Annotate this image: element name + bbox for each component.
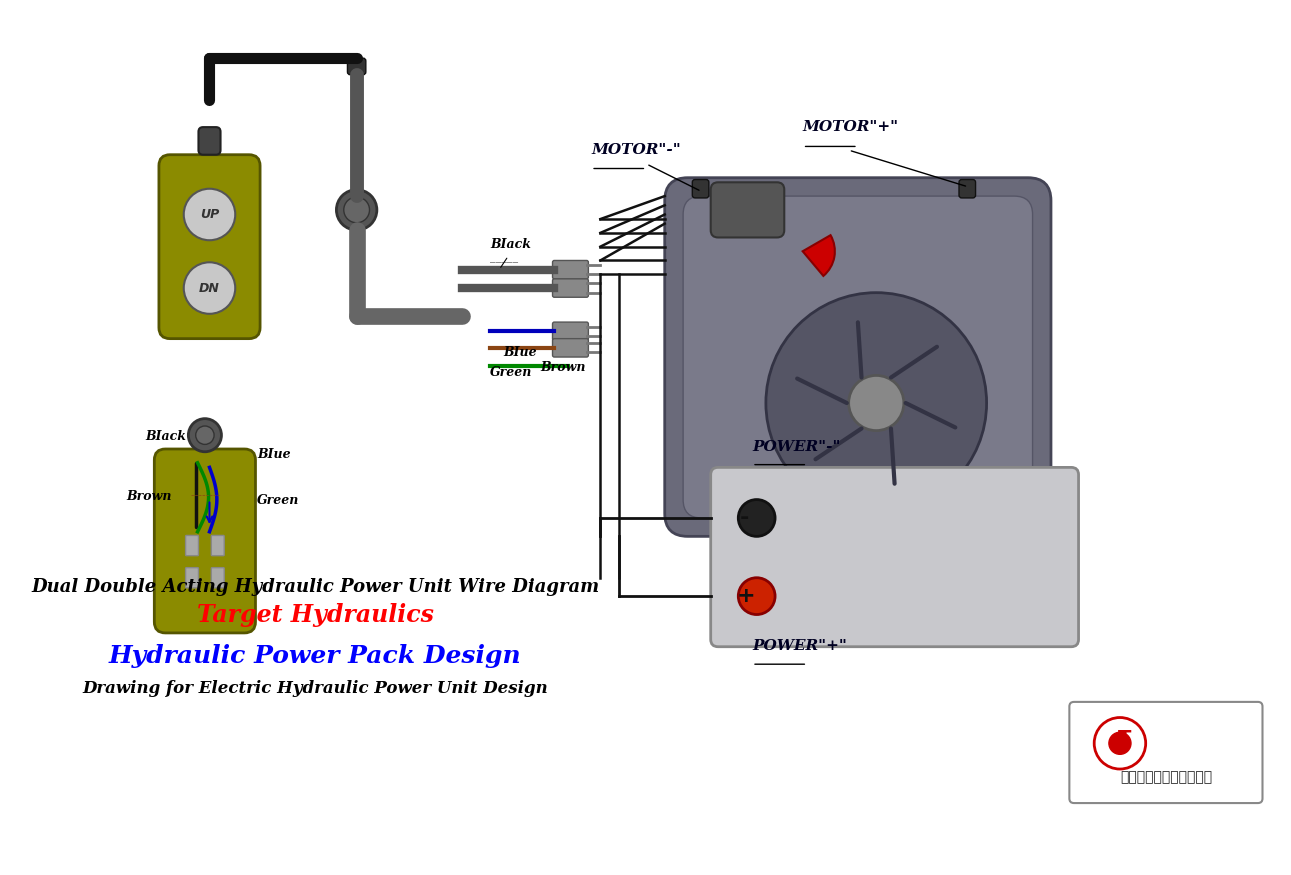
Text: POWER"+": POWER"+" <box>753 639 847 653</box>
FancyBboxPatch shape <box>711 467 1078 647</box>
Text: Hydraulic Power Pack Design: Hydraulic Power Pack Design <box>108 644 522 668</box>
Circle shape <box>1109 732 1131 754</box>
FancyBboxPatch shape <box>186 536 199 556</box>
FancyBboxPatch shape <box>1069 702 1263 803</box>
Circle shape <box>1095 718 1145 769</box>
FancyBboxPatch shape <box>155 449 256 633</box>
Circle shape <box>738 578 775 614</box>
Wedge shape <box>803 235 835 276</box>
FancyBboxPatch shape <box>553 261 589 279</box>
Circle shape <box>183 262 235 314</box>
Text: UP: UP <box>200 208 219 221</box>
Text: Dual Double Acting Hydraulic Power Unit Wire Diagram: Dual Double Acting Hydraulic Power Unit … <box>31 578 599 596</box>
FancyBboxPatch shape <box>212 536 225 556</box>
Circle shape <box>196 426 214 444</box>
Text: MOTOR"+": MOTOR"+" <box>803 121 899 135</box>
Text: -: - <box>740 508 750 528</box>
FancyBboxPatch shape <box>553 322 589 340</box>
FancyBboxPatch shape <box>186 568 199 588</box>
FancyBboxPatch shape <box>683 196 1033 518</box>
Text: POWER"-": POWER"-" <box>753 439 840 453</box>
Text: BIue: BIue <box>257 448 290 461</box>
Text: Drawing for Electric Hydraulic Power Unit Design: Drawing for Electric Hydraulic Power Uni… <box>83 680 549 696</box>
FancyBboxPatch shape <box>711 182 784 237</box>
Circle shape <box>963 486 991 514</box>
FancyBboxPatch shape <box>347 58 365 74</box>
FancyBboxPatch shape <box>553 339 589 357</box>
Circle shape <box>337 190 377 230</box>
Text: MOTOR"-": MOTOR"-" <box>591 143 680 157</box>
Text: BIue: BIue <box>503 346 537 359</box>
FancyBboxPatch shape <box>665 178 1051 536</box>
FancyBboxPatch shape <box>212 568 225 588</box>
FancyBboxPatch shape <box>959 179 976 198</box>
Text: 宁波层吉特液压有限公司: 宁波层吉特液压有限公司 <box>1119 770 1212 784</box>
Circle shape <box>343 197 369 223</box>
Text: Green: Green <box>257 494 300 507</box>
Circle shape <box>766 292 986 514</box>
Text: BIack: BIack <box>145 430 186 443</box>
Text: Green: Green <box>491 366 532 379</box>
Circle shape <box>738 500 775 536</box>
Circle shape <box>724 486 753 514</box>
Text: Brown: Brown <box>541 360 586 374</box>
Text: BIack: BIack <box>491 238 531 251</box>
Text: T: T <box>1118 729 1131 748</box>
FancyBboxPatch shape <box>553 279 589 298</box>
FancyBboxPatch shape <box>692 179 709 198</box>
Text: Brown: Brown <box>127 490 172 502</box>
Text: DN: DN <box>199 282 219 295</box>
Circle shape <box>183 189 235 241</box>
FancyBboxPatch shape <box>159 155 259 339</box>
Text: _____: _____ <box>491 253 518 263</box>
Text: Target Hydraulics: Target Hydraulics <box>196 603 434 626</box>
Text: +: + <box>736 586 755 606</box>
Circle shape <box>188 418 222 452</box>
Circle shape <box>848 375 904 430</box>
FancyBboxPatch shape <box>199 127 221 155</box>
